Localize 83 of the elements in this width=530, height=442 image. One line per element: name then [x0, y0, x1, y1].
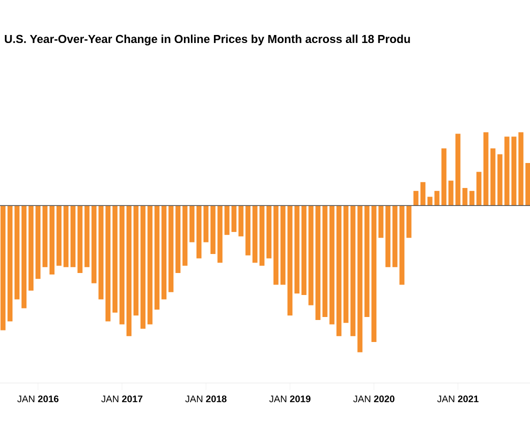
bar — [315, 206, 320, 320]
bar — [301, 206, 306, 296]
bar — [63, 206, 68, 268]
bar — [168, 206, 174, 292]
bar — [217, 206, 222, 263]
bar — [112, 206, 118, 313]
bar — [441, 148, 446, 206]
bar — [0, 206, 6, 330]
bar — [196, 206, 202, 258]
bar — [22, 206, 27, 308]
bar — [308, 206, 314, 306]
bar — [504, 136, 510, 206]
x-tick-label: JAN 2020 — [353, 396, 394, 402]
bar — [189, 206, 194, 242]
bar — [8, 206, 13, 322]
bar — [350, 206, 356, 336]
bar — [203, 206, 208, 242]
bar — [343, 206, 348, 323]
bar — [357, 206, 362, 352]
bar — [392, 206, 398, 268]
bar — [119, 206, 124, 324]
bar — [161, 206, 166, 300]
bar — [259, 206, 264, 266]
bar — [98, 206, 104, 300]
bar — [497, 154, 502, 206]
bar — [84, 206, 90, 268]
bar — [420, 182, 426, 206]
bar — [469, 190, 474, 206]
bar — [511, 136, 516, 206]
x-tick-label: JAN 2018 — [185, 396, 227, 402]
bar — [50, 206, 54, 274]
chart-title: U.S. Year-Over-Year Change in Online Prices by Month across all 18 Produ — [4, 34, 410, 46]
bar — [462, 188, 468, 206]
bar — [56, 206, 62, 266]
bar — [294, 206, 300, 294]
bar — [133, 206, 138, 316]
bar — [105, 206, 110, 322]
bar — [252, 206, 258, 263]
bar — [490, 148, 496, 206]
bar — [434, 190, 440, 206]
x-tick-label: JAN 2016 — [17, 396, 59, 402]
bar — [273, 206, 278, 285]
bar — [483, 132, 488, 206]
bar — [140, 206, 146, 329]
bar — [378, 206, 384, 238]
bar — [70, 206, 76, 268]
bar — [399, 206, 404, 285]
bar — [280, 206, 286, 285]
bar — [385, 206, 390, 268]
bar — [126, 206, 132, 336]
bar — [231, 206, 236, 232]
bar — [210, 206, 216, 254]
bar — [36, 206, 40, 279]
bar — [245, 206, 250, 256]
x-tick-label: JAN 2017 — [101, 396, 142, 402]
bar — [28, 206, 34, 291]
bar — [224, 206, 230, 235]
bar — [455, 134, 460, 206]
bar — [476, 172, 482, 206]
bar — [42, 206, 48, 268]
bar — [371, 206, 376, 342]
bar — [182, 206, 188, 266]
bar — [14, 206, 20, 300]
bar — [287, 206, 292, 316]
bar — [147, 206, 152, 324]
bar — [525, 163, 530, 206]
bar — [427, 196, 432, 206]
bar — [175, 206, 180, 274]
bar — [238, 206, 244, 236]
bar — [329, 206, 334, 324]
bar — [518, 132, 524, 206]
bar — [77, 206, 82, 274]
x-tick-label: JAN 2021 — [437, 396, 479, 402]
bar — [406, 206, 412, 238]
bar — [91, 206, 96, 284]
bar — [322, 206, 328, 318]
x-tick-label: JAN 2019 — [269, 396, 310, 402]
bar — [154, 206, 160, 310]
bar — [413, 190, 418, 206]
bar — [364, 206, 370, 318]
bar — [448, 180, 454, 206]
bar — [336, 206, 342, 336]
bar — [266, 206, 272, 258]
